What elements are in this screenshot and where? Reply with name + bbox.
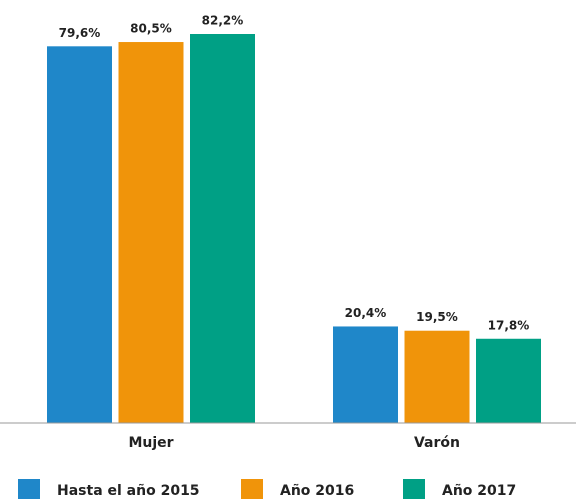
- legend-swatch: [241, 479, 263, 499]
- bar: [47, 46, 112, 423]
- value-label: 17,8%: [488, 318, 530, 332]
- legend-swatch: [403, 479, 425, 499]
- legend-label: Año 2016: [280, 483, 354, 499]
- legend-label: Año 2017: [442, 483, 516, 499]
- value-label: 79,6%: [59, 26, 101, 40]
- value-label: 19,5%: [416, 310, 458, 324]
- x-tick-label: Varón: [414, 435, 460, 451]
- x-tick-label: Mujer: [128, 435, 173, 451]
- bar: [190, 34, 255, 423]
- legend-label: Hasta el año 2015: [57, 483, 200, 499]
- bar: [476, 338, 541, 423]
- bar: [118, 42, 184, 423]
- value-label: 82,2%: [202, 14, 244, 28]
- bar: [404, 330, 470, 423]
- value-label: 20,4%: [345, 306, 387, 320]
- legend-swatch: [18, 479, 40, 499]
- bar: [333, 326, 398, 423]
- value-label: 80,5%: [130, 22, 172, 36]
